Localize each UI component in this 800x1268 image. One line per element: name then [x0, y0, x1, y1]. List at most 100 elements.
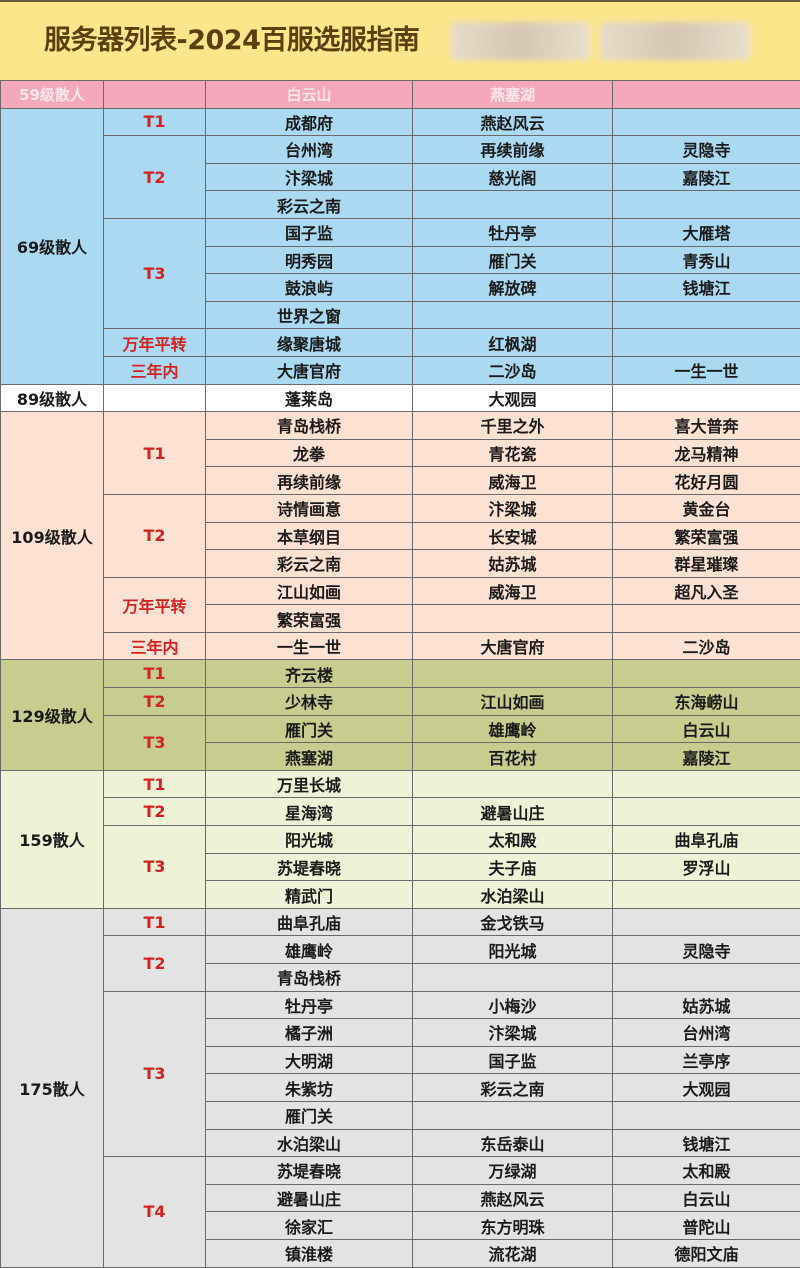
tier-label: T1 [103, 907, 206, 937]
table-row: 苏堤春晓 夫子庙 罗浮山 [1, 852, 800, 882]
server-cell: 青岛栈桥 [205, 963, 413, 992]
server-cell: 燕塞湖 [205, 742, 413, 771]
header-cell: 59级散人 [0, 80, 104, 109]
server-cell: 钱塘江 [612, 1128, 800, 1158]
server-cell: 牡丹亭 [412, 217, 613, 247]
server-cell: 牡丹亭 [205, 990, 413, 1020]
header-cell: 白云山 [205, 80, 413, 109]
server-cell: 长安城 [412, 521, 613, 551]
server-cell: 彩云之南 [412, 1073, 613, 1102]
server-cell: 徐家汇 [205, 1211, 413, 1240]
server-cell: 灵隐寺 [612, 135, 800, 164]
tier-label: T3 [103, 825, 206, 909]
server-cell: 苏堤春晓 [205, 1156, 413, 1185]
server-cell: 千里之外 [412, 411, 613, 440]
server-cell: 威海卫 [412, 576, 613, 606]
table-row: 明秀园 雁门关 青秀山 [1, 245, 800, 275]
server-cell: 繁荣富强 [612, 521, 800, 551]
table-row: 159散人 T1 万里长城 [0, 769, 800, 909]
server-cell: 一生一世 [612, 355, 800, 385]
tier-label: 万年平转 [103, 328, 206, 357]
server-cell: 本草纲目 [205, 521, 413, 551]
tier-label: T2 [103, 935, 206, 992]
table-row: T3 国子监 牡丹亭 大雁塔 [1, 217, 800, 330]
server-cell [412, 659, 613, 689]
header-cell [103, 80, 206, 109]
server-cell: 阳光城 [205, 825, 413, 854]
server-cell [412, 190, 613, 219]
tier-label: T1 [103, 659, 206, 689]
server-cell: 大唐官府 [205, 355, 413, 385]
server-cell: 青秀山 [612, 245, 800, 275]
server-cell: 雁门关 [205, 714, 413, 744]
table-row: 彩云之南 [1, 190, 800, 219]
title-banner: 服务器列表-2024百服选服指南 [0, 0, 800, 80]
server-cell: 国子监 [412, 1045, 613, 1075]
server-cell [612, 300, 800, 330]
server-cell: 雁门关 [205, 1100, 413, 1130]
server-cell: 德阳文庙 [612, 1238, 800, 1268]
server-cell: 钱塘江 [612, 273, 800, 302]
server-cell [612, 907, 800, 937]
table-row: 69级散人 T1 成都府 燕赵风云 [0, 107, 800, 385]
server-cell: 姑苏城 [412, 549, 613, 578]
server-cell: 水泊梁山 [412, 880, 613, 909]
server-cell [612, 880, 800, 909]
server-cell: 汴梁城 [412, 1018, 613, 1047]
server-cell: 兰亭序 [612, 1045, 800, 1075]
server-cell: 台州湾 [612, 1018, 800, 1047]
table-row: T2 少林寺 江山如画 东海崂山 [1, 687, 800, 716]
tier-label: T1 [103, 411, 206, 495]
table-row: 汴梁城 慈光阁 嘉陵江 [1, 162, 800, 192]
server-cell: 成都府 [205, 107, 413, 137]
server-cell: 二沙岛 [612, 631, 800, 661]
server-cell [412, 1100, 613, 1130]
server-cell: 汴梁城 [205, 162, 413, 192]
server-cell: 明秀园 [205, 245, 413, 275]
server-cell: 再续前缘 [412, 135, 613, 164]
server-cell [612, 383, 800, 413]
tier-label: T3 [103, 990, 206, 1158]
page-title: 服务器列表-2024百服选服指南 [44, 25, 420, 56]
server-cell: 小梅沙 [412, 990, 613, 1020]
group-label: 175散人 [0, 907, 104, 1268]
server-cell [612, 328, 800, 357]
header-row: 59级散人 白云山 燕塞湖 [0, 80, 800, 109]
blurred-watermark [450, 22, 590, 60]
table-row: T2 雄鹰岭 阳光城 灵隐寺 [1, 935, 800, 992]
server-cell: 二沙岛 [412, 355, 613, 385]
server-cell: 百花村 [412, 742, 613, 771]
server-cell: 青岛栈桥 [205, 411, 413, 440]
server-cell: 白云山 [612, 1183, 800, 1213]
table-row: 万年平转 缘聚唐城 红枫湖 [1, 328, 800, 357]
server-cell: 齐云楼 [205, 659, 413, 689]
table-row: 青岛栈桥 [1, 963, 800, 992]
server-cell: 水泊梁山 [205, 1128, 413, 1158]
server-cell: 苏堤春晓 [205, 852, 413, 882]
server-cell: 嘉陵江 [612, 742, 800, 771]
server-cell: 雄鹰岭 [412, 714, 613, 744]
server-cell: 姑苏城 [612, 990, 800, 1020]
tier-label: T3 [103, 217, 206, 330]
table-row: 朱紫坊 彩云之南 大观园 [1, 1073, 800, 1102]
server-cell [412, 963, 613, 992]
server-cell: 燕赵风云 [412, 1183, 613, 1213]
table-row: 129级散人 T1 齐云楼 [0, 659, 800, 771]
server-cell: 大雁塔 [612, 217, 800, 247]
table-row: 水泊梁山 东岳泰山 钱塘江 [1, 1128, 800, 1158]
tier-label: T2 [103, 797, 206, 827]
server-cell [612, 659, 800, 689]
group-label: 89级散人 [0, 383, 104, 413]
table-row: 再续前缘 威海卫 花好月圆 [1, 466, 800, 495]
server-cell: 缘聚唐城 [205, 328, 413, 357]
table-row: 徐家汇 东方明珠 普陀山 [1, 1211, 800, 1240]
server-cell: 解放碑 [412, 273, 613, 302]
server-cell: 曲阜孔庙 [205, 907, 413, 937]
server-cell: 橘子洲 [205, 1018, 413, 1047]
server-cell: 国子监 [205, 217, 413, 247]
server-cell: 星海湾 [205, 797, 413, 827]
tier-label: T2 [103, 135, 206, 219]
table-row: 避暑山庄 燕赵风云 白云山 [1, 1183, 800, 1213]
server-cell: 金戈铁马 [412, 907, 613, 937]
table-row: 本草纲目 长安城 繁荣富强 [1, 521, 800, 551]
